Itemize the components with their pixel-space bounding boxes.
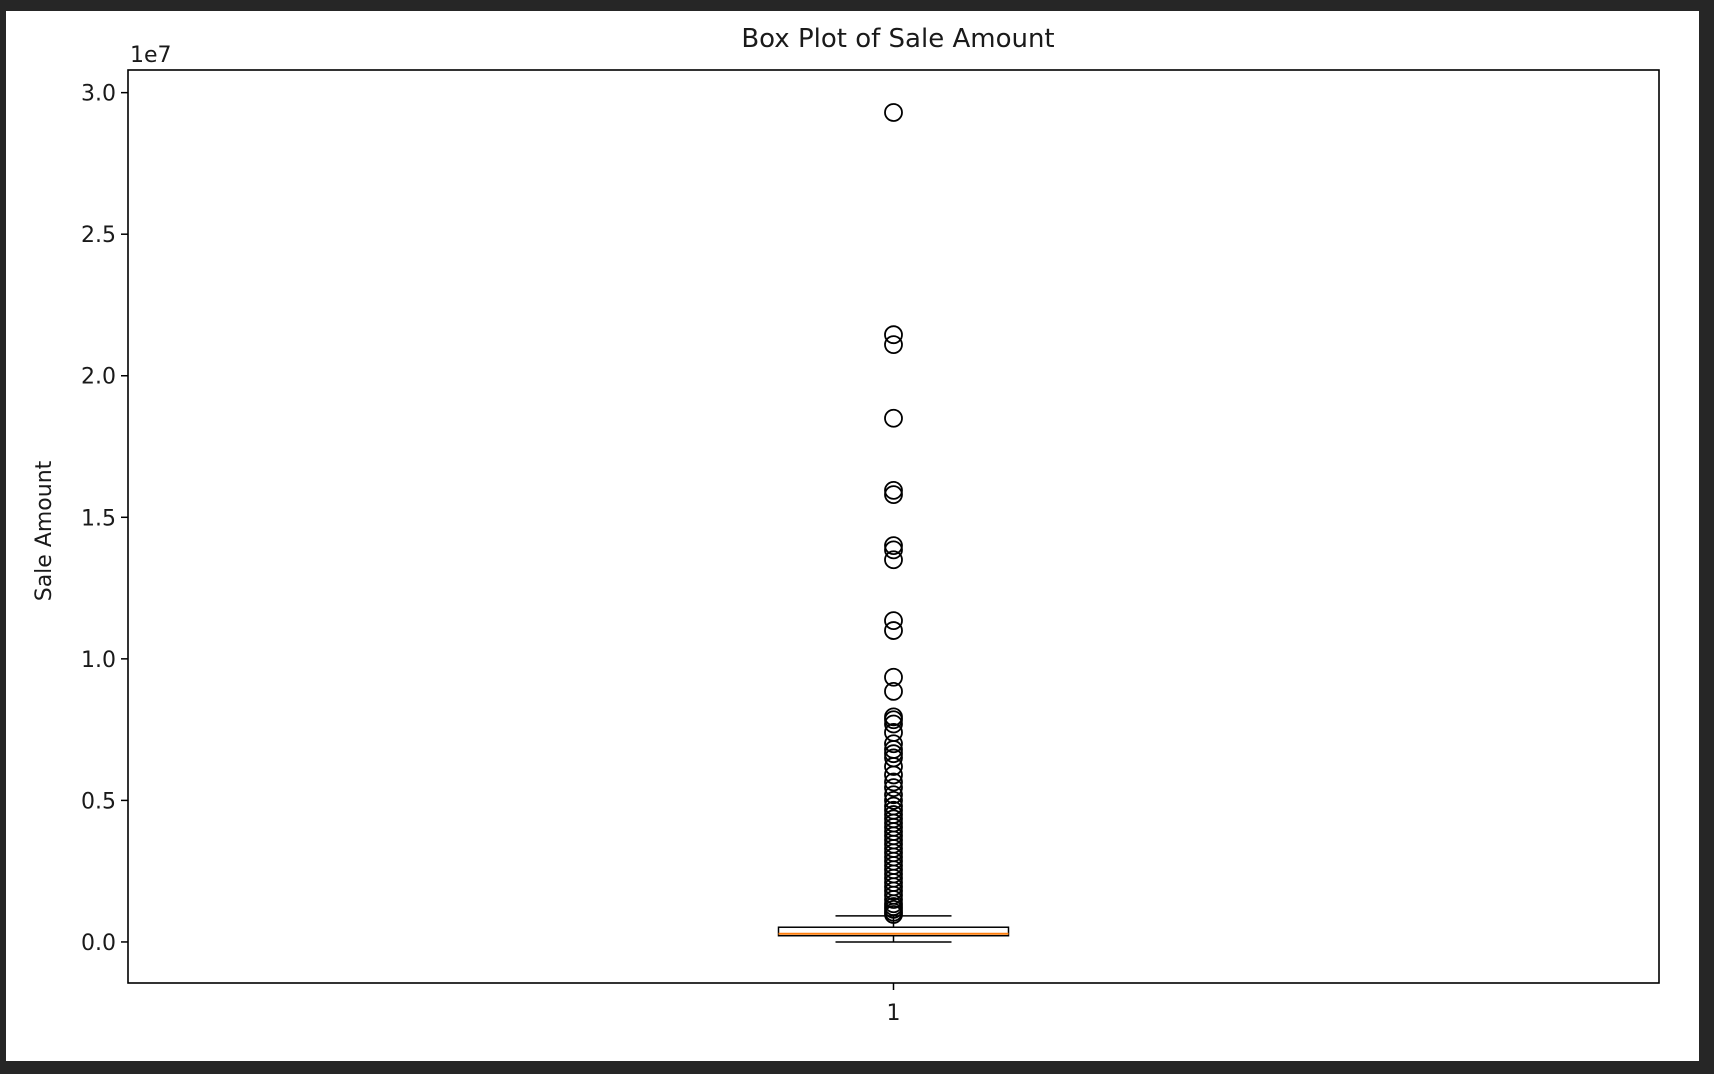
outlier-point [884, 905, 903, 924]
y-tick-label: 2.5 [81, 223, 116, 248]
outlier-point [884, 408, 903, 428]
outlier-point [884, 714, 903, 734]
y-tick-label: 0.5 [81, 789, 116, 814]
outlier-point [884, 335, 903, 355]
outlier-point [884, 744, 903, 764]
outlier-point [884, 890, 903, 909]
outlier-point [884, 682, 903, 701]
outlier-point [884, 791, 903, 810]
outlier-point [884, 785, 903, 805]
outlier-point [884, 757, 903, 776]
y-tick-label: 1.5 [81, 506, 116, 531]
outlier-point [884, 325, 903, 345]
outlier-point [884, 778, 903, 798]
outlier-point [884, 667, 903, 687]
x-axis-ticks: 1 [887, 983, 901, 1026]
outlier-point [884, 103, 903, 122]
outlier-point [884, 540, 903, 560]
y-axis-label: Sale Amount [32, 460, 57, 601]
outlier-point [884, 765, 903, 785]
outlier-point [884, 536, 903, 556]
box-iqr [777, 926, 1010, 937]
y-tick-label: 2.0 [81, 365, 116, 390]
y-tick-label: 0.0 [81, 931, 116, 956]
outlier-point [884, 772, 903, 792]
outlier-point [884, 621, 903, 640]
outlier-point [884, 734, 903, 754]
y-tick-label: 1.0 [81, 648, 116, 673]
outlier-point [884, 611, 903, 631]
y-axis-ticks: 0.0 0.5 1.0 1.5 2.0 2.5 3.0 [81, 82, 128, 956]
outlier-point [884, 481, 903, 500]
outlier-point [884, 550, 903, 570]
axes-frame [127, 69, 1660, 984]
outlier-point [884, 485, 903, 505]
outlier-point [884, 881, 903, 901]
y-axis-offset-label: 1e7 [130, 43, 172, 68]
plot-area [777, 103, 1010, 943]
chart-figure: Box Plot of Sale Amount 1e7 Sale Amount … [6, 11, 1699, 1061]
box-plot-chart: Box Plot of Sale Amount 1e7 Sale Amount … [32, 24, 1660, 1026]
outlier-point [884, 710, 903, 730]
chart-title: Box Plot of Sale Amount [741, 24, 1054, 54]
y-tick-label: 3.0 [81, 82, 116, 107]
x-tick-label: 1 [887, 1001, 901, 1026]
